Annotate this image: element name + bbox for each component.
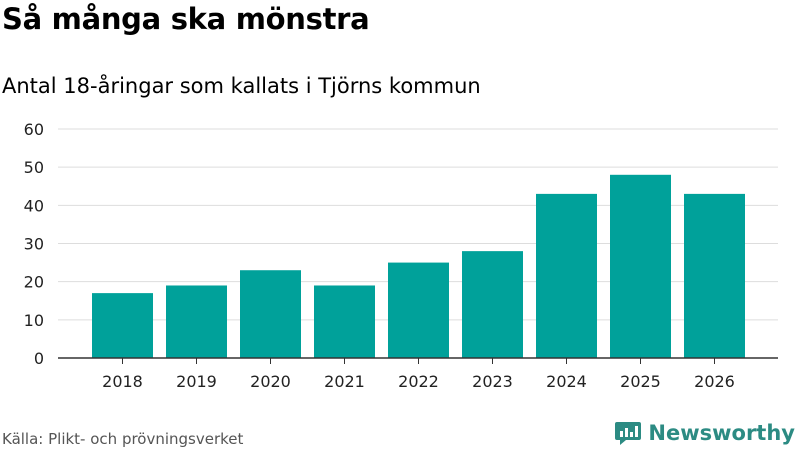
bar-2018[interactable] [92,293,153,358]
x-tick-label: 2020 [250,372,291,391]
y-tick-label: 40 [24,196,44,215]
x-tick-label: 2019 [176,372,217,391]
y-tick-label: 30 [24,235,44,254]
bar-2022[interactable] [388,262,449,358]
x-tick-label: 2025 [620,372,661,391]
x-tick-label: 2022 [398,372,439,391]
bar-2026[interactable] [684,193,745,358]
source-note: Källa: Plikt- och prövningsverket [2,430,244,448]
y-tick-label: 10 [24,311,44,330]
brand-name: Newsworthy [648,421,795,445]
x-tick-label: 2026 [694,372,735,391]
chart-title: Så många ska mönstra [2,2,370,36]
bar-2023[interactable] [462,251,523,358]
bar-2019[interactable] [166,285,227,358]
x-tick-label: 2023 [472,372,513,391]
newsworthy-logo-icon [615,422,642,445]
bar-2021[interactable] [314,285,375,358]
x-tick-label: 2018 [102,372,143,391]
brand-logo[interactable]: Newsworthy [614,420,795,446]
y-tick-label: 20 [24,273,44,292]
bar-2024[interactable] [536,193,597,358]
bar-2020[interactable] [240,270,301,358]
x-tick-label: 2024 [546,372,587,391]
y-tick-label: 50 [24,158,44,177]
bar-2025[interactable] [610,174,671,358]
x-tick-label: 2021 [324,372,365,391]
y-tick-label: 60 [24,120,44,139]
chart-subtitle: Antal 18-åringar som kallats i Tjörns ko… [2,74,481,98]
y-tick-label: 0 [34,349,44,368]
